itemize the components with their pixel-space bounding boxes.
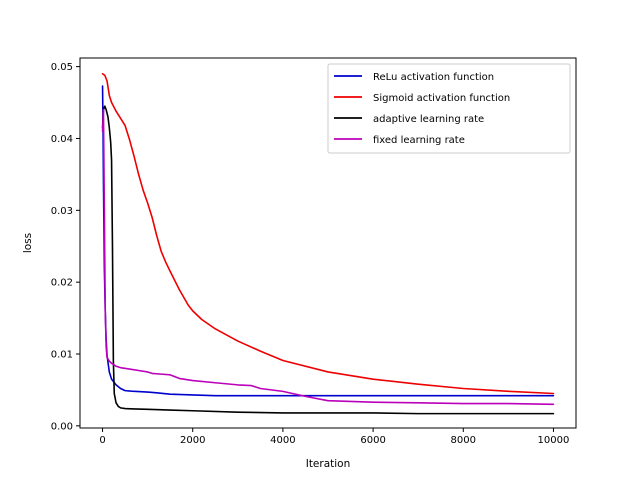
x-tick-label: 4000 bbox=[270, 435, 295, 446]
x-tick-label: 8000 bbox=[451, 435, 476, 446]
series-line-2 bbox=[101, 105, 555, 415]
x-axis-title: Iteration bbox=[306, 458, 351, 470]
y-tick-label: 0.04 bbox=[51, 134, 73, 145]
y-tick-label: 0.05 bbox=[51, 62, 73, 73]
y-axis-ticks: 0.00 0.01 0.02 0.03 0.04 0.05 bbox=[51, 62, 80, 432]
legend-label-2: adaptive learning rate bbox=[373, 114, 484, 125]
series-line-3 bbox=[101, 108, 555, 406]
legend: ReLu activation function Sigmoid activati… bbox=[327, 63, 571, 154]
x-axis-ticks: 0 2000 4000 6000 8000 10000 bbox=[99, 428, 569, 446]
y-axis-title: loss bbox=[22, 233, 34, 253]
x-tick-label: 0 bbox=[99, 435, 105, 446]
y-tick-label: 0.03 bbox=[51, 206, 73, 217]
y-tick-label: 0.01 bbox=[51, 350, 73, 361]
y-tick-label: 0.00 bbox=[51, 421, 73, 432]
x-tick-label: 6000 bbox=[360, 435, 385, 446]
legend-label-0: ReLu activation function bbox=[373, 72, 494, 83]
legend-label-1: Sigmoid activation function bbox=[373, 93, 510, 104]
legend-label-3: fixed learning rate bbox=[373, 135, 465, 146]
plot-frame bbox=[79, 57, 577, 429]
legend-box bbox=[327, 63, 571, 154]
x-tick-label: 10000 bbox=[538, 435, 570, 446]
y-tick-label: 0.02 bbox=[51, 278, 73, 289]
series-line-1 bbox=[101, 73, 555, 395]
x-tick-label: 2000 bbox=[180, 435, 205, 446]
series-layer bbox=[101, 73, 555, 415]
